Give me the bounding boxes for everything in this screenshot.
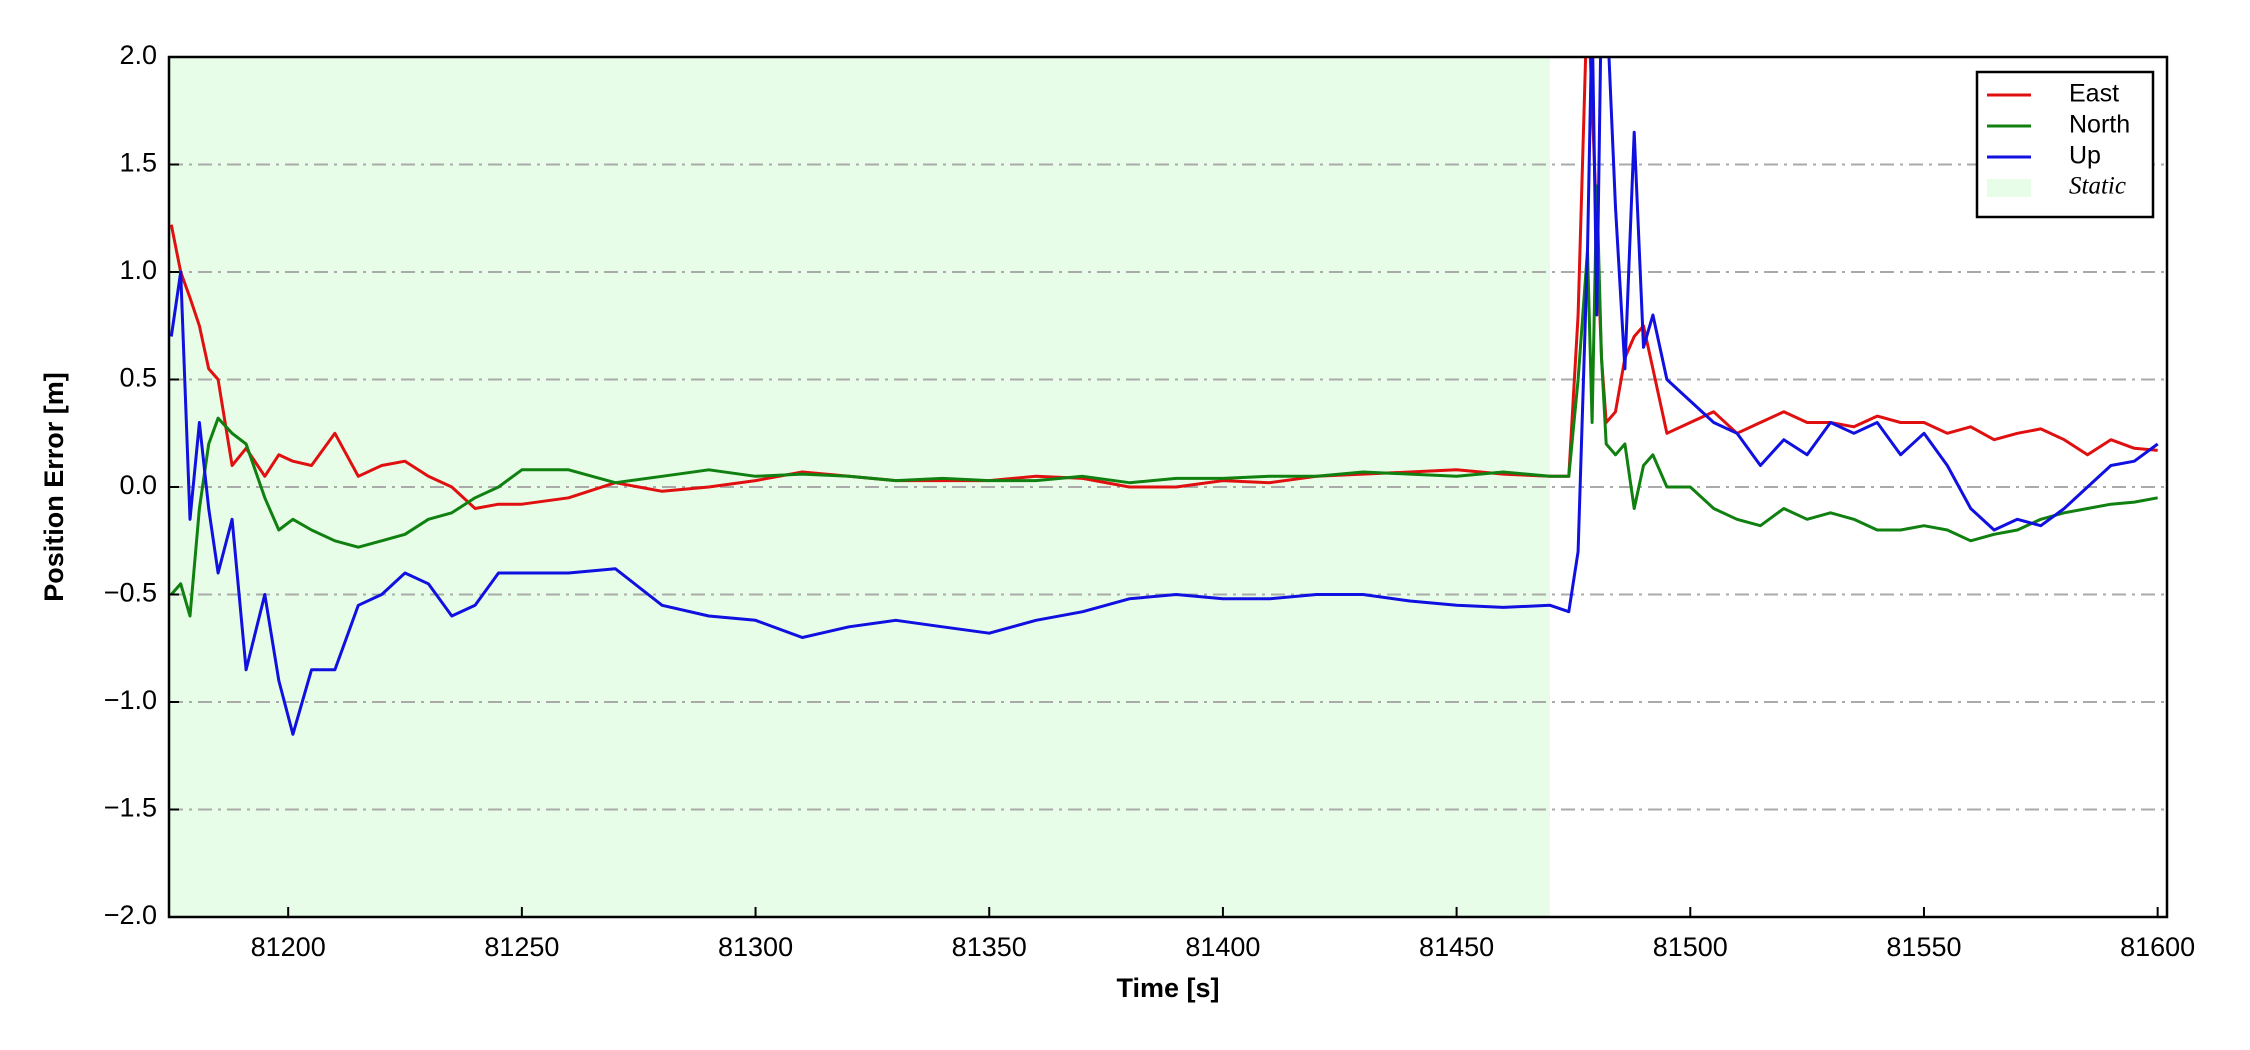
static-region: [169, 57, 1551, 917]
y-tick-label: −1.0: [104, 685, 157, 715]
legend-label: Up: [2069, 142, 2101, 170]
legend-label: East: [2069, 80, 2119, 108]
legend: East North Up Static: [1975, 70, 2155, 219]
x-tick-label: 81350: [952, 932, 1027, 962]
x-tick-label: 81400: [1185, 932, 1260, 962]
x-tick-label: 81300: [718, 932, 793, 962]
legend-label: Static: [2069, 173, 2126, 200]
x-tick-label: 81200: [251, 932, 326, 962]
x-tick-label: 81250: [484, 932, 559, 962]
x-axis-label: Time [s]: [1116, 973, 1219, 1003]
x-tick-label: 81500: [1653, 932, 1728, 962]
x-tick-label: 81450: [1419, 932, 1494, 962]
y-tick-label: 1.5: [119, 148, 157, 178]
y-tick-label: −1.5: [104, 793, 157, 823]
y-tick-label: 0.5: [119, 363, 157, 393]
x-tick-label: 81600: [2120, 932, 2195, 962]
series-line: [170, 184, 2158, 618]
series-lines: [169, 57, 2159, 736]
y-tick-label: −0.5: [104, 578, 157, 608]
y-tick-label: 2.0: [119, 40, 157, 70]
legend-label: North: [2069, 111, 2130, 139]
axes: −2.0 −1.5 −1.0 −0.5 0.0 0.5 1.0 1.5 2.0 81200 8125…: [104, 40, 2196, 962]
y-axis-label: Position Error [m]: [39, 372, 69, 602]
plot-background: [169, 57, 1551, 917]
y-tick-label: 0.0: [119, 470, 157, 500]
legend-swatch: [1987, 179, 2031, 197]
x-tick-label: 81550: [1886, 932, 1961, 962]
series-line: [169, 57, 2158, 510]
series-line: [169, 57, 2159, 736]
y-tick-label: −2.0: [104, 900, 157, 930]
y-tick-label: 1.0: [119, 255, 157, 285]
